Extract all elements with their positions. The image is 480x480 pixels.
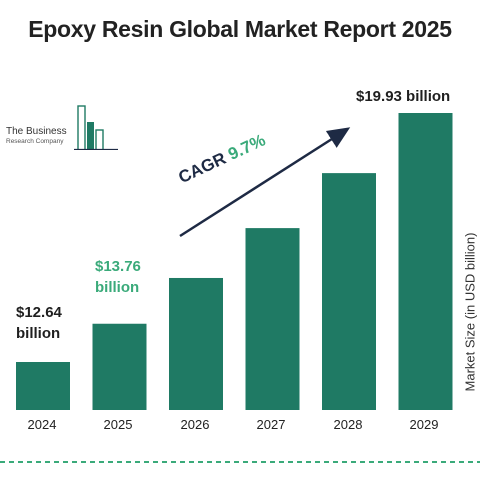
bar-2026	[169, 277, 223, 410]
bar-2029	[398, 113, 453, 410]
value-label-2029: $19.93 billion	[356, 88, 451, 105]
bar-2027	[245, 228, 300, 410]
cagr-arrow	[179, 127, 351, 238]
x-tick-2024: 2024	[27, 417, 57, 432]
x-tick-2028: 2028	[333, 417, 363, 432]
y-axis-label: Market Size (in USD billion)	[462, 232, 478, 392]
value-label-2024: $12.64 billion	[16, 304, 62, 342]
x-tick-2025: 2025	[103, 417, 133, 432]
x-tick-2026: 2026	[180, 417, 210, 432]
x-tick-2029: 2029	[409, 417, 439, 432]
value-label-2025: $13.76 billion	[95, 258, 141, 296]
logo-bars-icon	[74, 105, 118, 150]
logo-name: The Business	[6, 126, 67, 137]
bar-2025	[92, 323, 147, 410]
x-tick-2027: 2027	[256, 417, 286, 432]
bar-2028	[322, 173, 376, 410]
bar-2024	[16, 362, 70, 410]
logo-subtitle: Research Company	[6, 138, 64, 145]
company-logo: The Business Research Company	[6, 100, 118, 150]
page-title: Epoxy Resin Global Market Report 2025	[28, 16, 452, 42]
